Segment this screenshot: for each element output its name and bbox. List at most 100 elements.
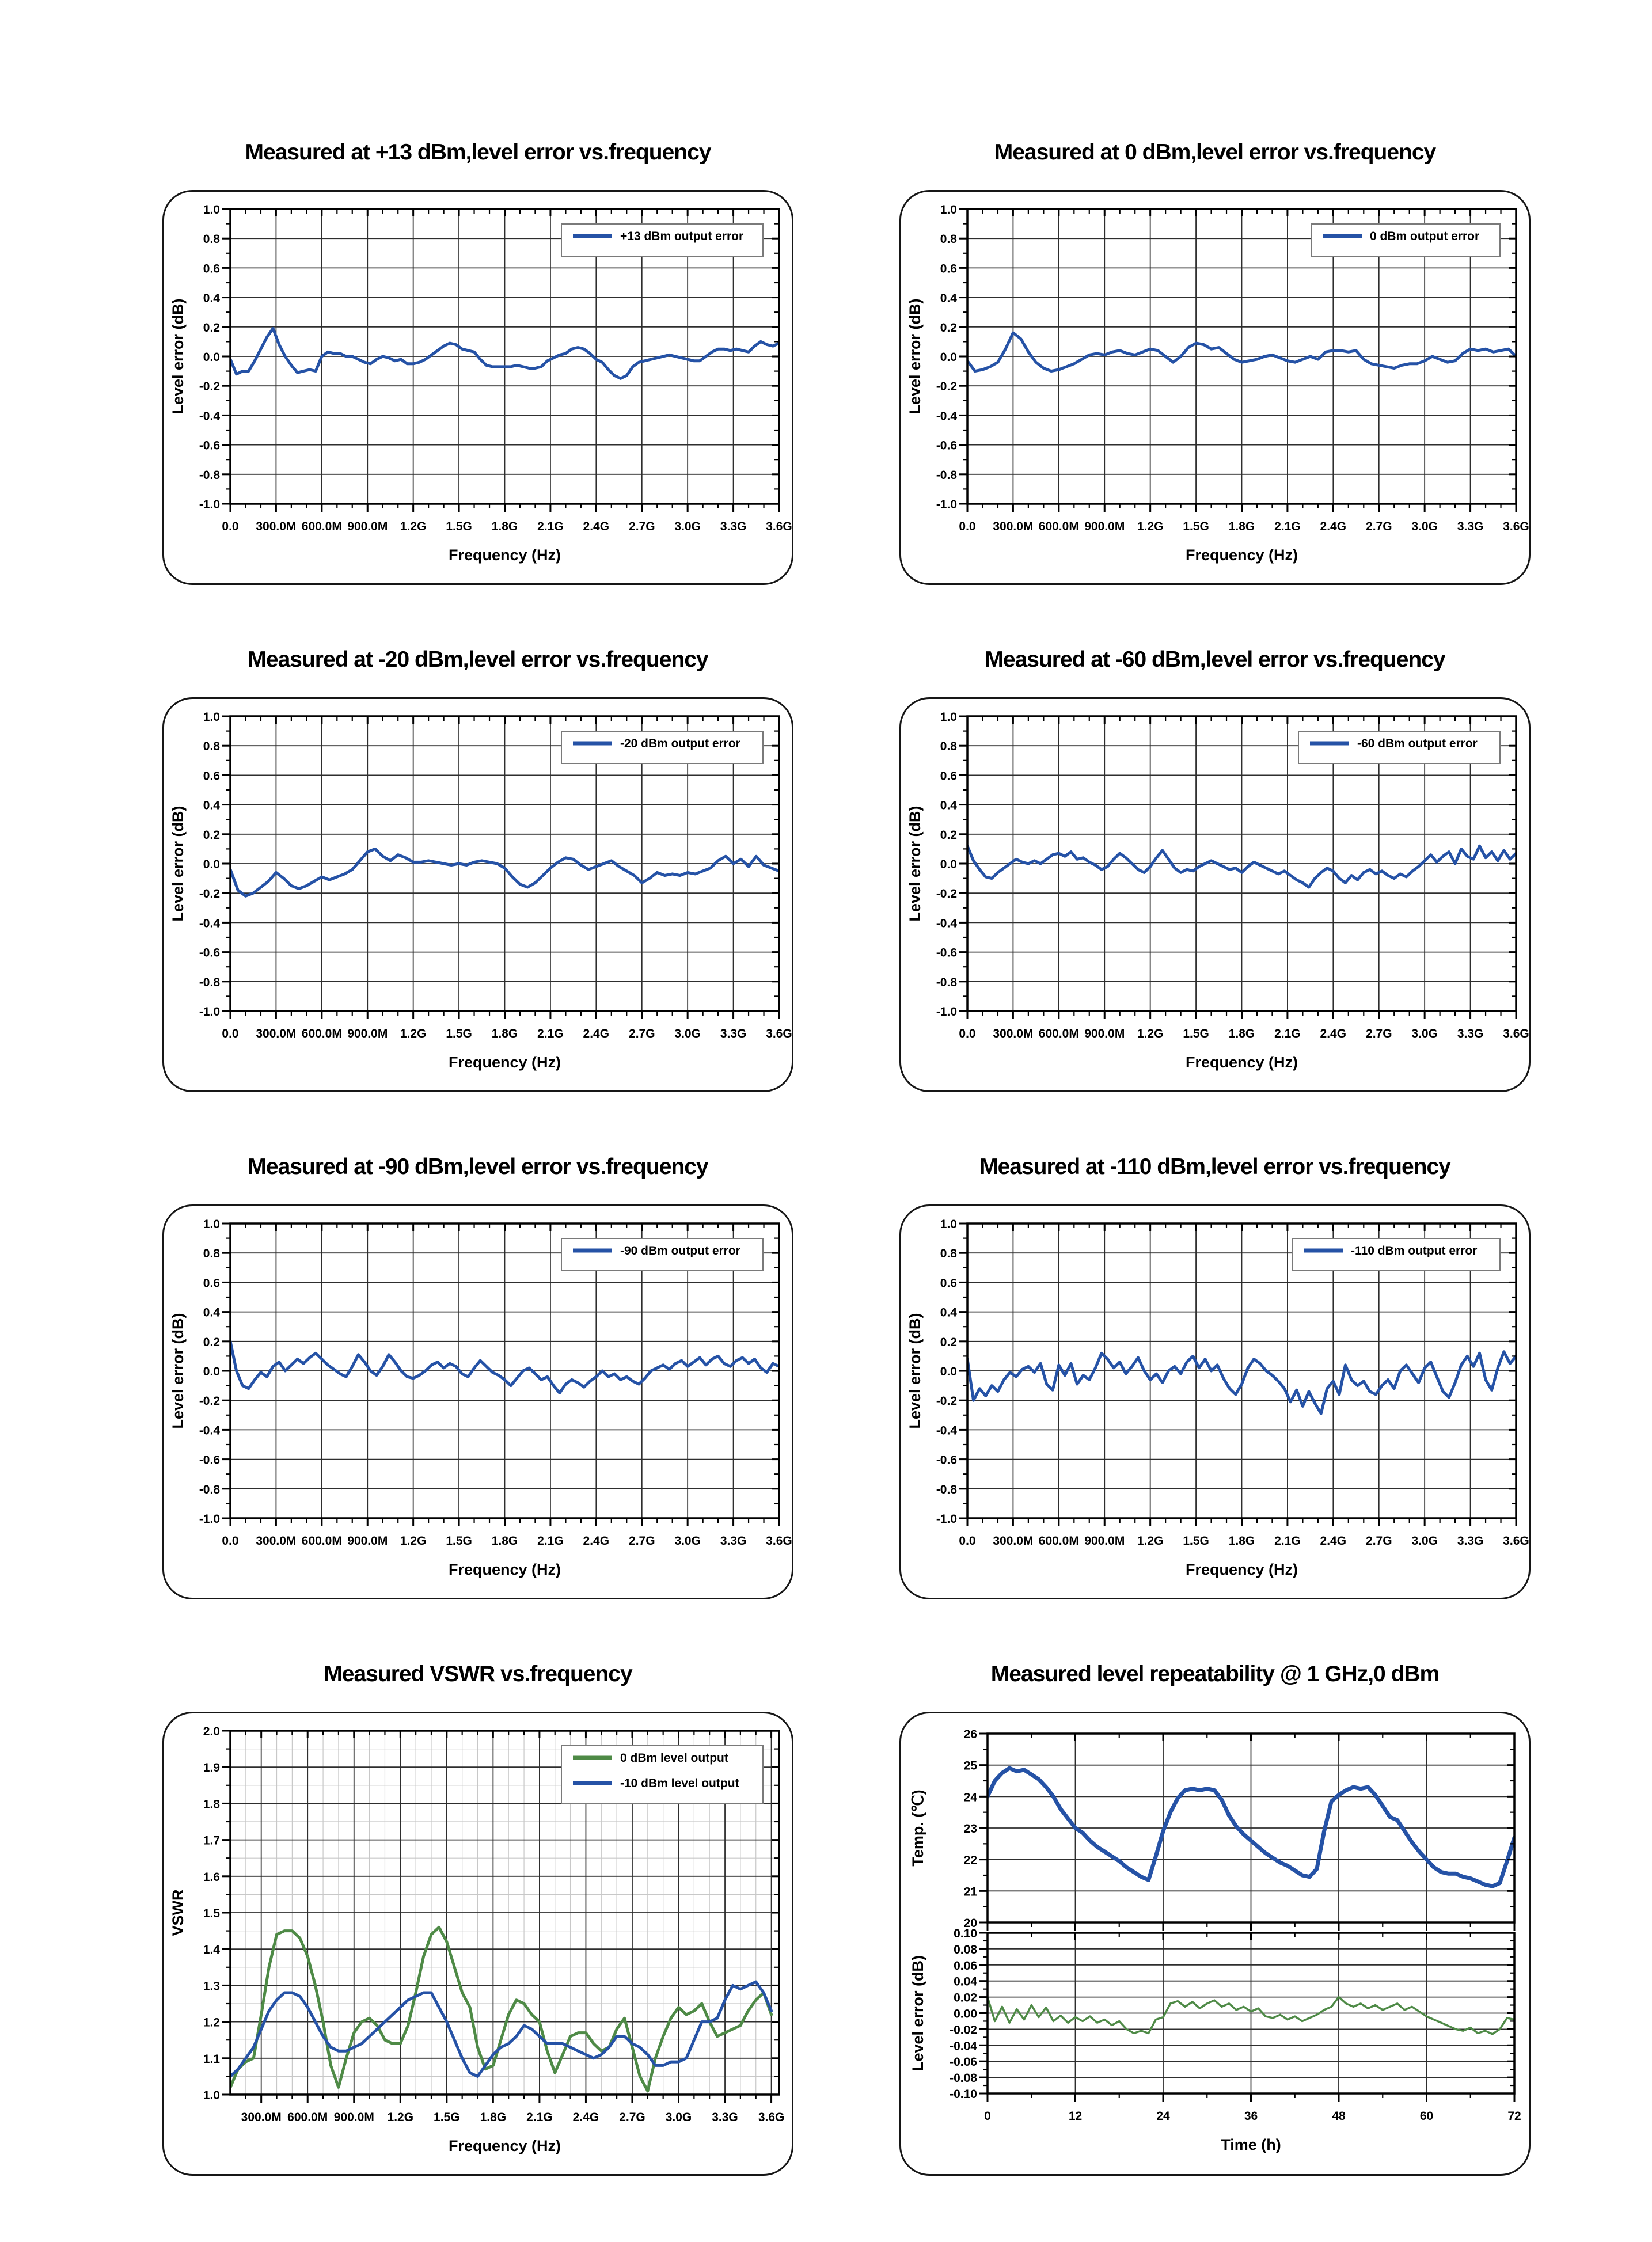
series-line-1	[230, 1980, 773, 2078]
y-tick-label: 0.6	[203, 1276, 220, 1290]
x-tick-label: 3.0G	[1411, 1027, 1438, 1040]
y-tick-label: -1.0	[936, 498, 957, 511]
panel-minus20: Measured at -20 dBm,level error vs.frequ…	[162, 643, 793, 1092]
subplot-temp: 26 25 24 23 22 21 20 Temp. (℃)	[909, 1728, 1516, 1931]
x-tick-label: 900.0M	[1084, 520, 1125, 533]
legend-label: -10 dBm level output	[620, 1777, 739, 1790]
x-tick-label: 3.0G	[1411, 520, 1438, 533]
y-axis-label: Level error (dB)	[169, 298, 187, 414]
y-tick-label: -1.0	[199, 1513, 220, 1526]
y-tick-label: 0.00	[954, 2008, 977, 2021]
plot: 0.0 300.0M 600.0M 900.0M 1.2G 1.5G 1.8G 2.1G 2.4…	[169, 1218, 792, 1578]
y-tick-label: 0.10	[954, 1927, 977, 1940]
gridlines	[967, 1223, 1516, 1518]
y-tick-label: 1.0	[940, 1218, 957, 1231]
y-tick-label: 0.4	[203, 292, 221, 305]
subplot-level-error: 0 12 24 36 48 60 72 0.10 0.08 0.06 0.04 0.02 0.00 -0.…	[909, 1927, 1521, 2153]
x-tick-label: 1.5G	[1183, 1027, 1209, 1040]
repeatability-chart: 26 25 24 23 22 21 20 Temp. (℃) 0 12 24 36 48 60 72 0.10…	[909, 1728, 1521, 2153]
x-tick-label: 600.0M	[302, 520, 342, 533]
y-tick-label: 0.2	[940, 1336, 957, 1349]
x-tick-label: 3.3G	[1457, 1027, 1484, 1040]
x-axis-label: Frequency (Hz)	[449, 546, 561, 564]
x-tick-label: 0.0	[959, 1534, 975, 1548]
level-error-0dbm-chart: 0.0 300.0M 600.0M 900.0M 1.2G 1.5G 1.8G 2.1G 2.4…	[906, 203, 1529, 564]
y-tick-label: -0.04	[950, 2039, 977, 2053]
x-tick-label: 3.3G	[1457, 520, 1484, 533]
level-error-minus60-chart: 0.0 300.0M 600.0M 900.0M 1.2G 1.5G 1.8G 2.1G 2.4…	[906, 710, 1529, 1071]
level-error-plus13-chart: 0.0 300.0M 600.0M 900.0M 1.2G 1.5G 1.8G 2.1G 2.4…	[169, 203, 792, 564]
panel-minus110: Measured at -110 dBm,level error vs.freq…	[899, 1150, 1531, 1599]
x-tick-label: 3.0G	[674, 520, 701, 533]
y-tick-label: -0.2	[199, 887, 220, 900]
y-axis-label: Level error (dB)	[906, 805, 924, 921]
y-tick-label: -0.8	[199, 976, 221, 989]
chart-title-minus60: Measured at -60 dBm,level error vs.frequ…	[985, 647, 1445, 672]
x-tick-label: 300.0M	[256, 520, 296, 533]
y-axis-label: Temp. (℃)	[909, 1789, 926, 1866]
x-tick-label: 1.8G	[492, 520, 518, 533]
y-tick-label: -0.8	[936, 976, 958, 989]
y-tick-label: 0.8	[940, 1247, 958, 1260]
y-tick-label: -0.08	[950, 2072, 977, 2085]
x-tick-label: 900.0M	[334, 2111, 374, 2124]
gridlines	[988, 1933, 1514, 2093]
y-tick-label: 0.8	[940, 740, 958, 753]
plot: 300.0M 600.0M 900.0M 1.2G 1.5G 1.8G 2.1G 2.4G 2.…	[169, 1725, 784, 2154]
y-tick-label: 0.4	[940, 1306, 958, 1320]
y-tick-label: 0.2	[940, 829, 957, 842]
level-error-minus110-chart: 0.0 300.0M 600.0M 900.0M 1.2G 1.5G 1.8G 2.1G 2.4…	[906, 1218, 1529, 1578]
tick-marks	[959, 715, 1517, 1019]
y-axis-label: Level error (dB)	[169, 805, 187, 921]
y-tick-label: -1.0	[936, 1005, 957, 1019]
level-error-minus20-chart: 0.0 300.0M 600.0M 900.0M 1.2G 1.5G 1.8G 2.1G 2.4…	[169, 710, 792, 1071]
legend-label: +13 dBm output error	[620, 230, 743, 243]
y-tick-label: 0.6	[940, 769, 957, 782]
x-tick-label: 2.7G	[1366, 1534, 1392, 1548]
y-tick-label: -0.2	[199, 380, 220, 393]
legend: -90 dBm output error	[561, 1238, 764, 1271]
x-tick-label: 600.0M	[1039, 1534, 1079, 1548]
y-tick-label: 0.8	[203, 233, 221, 246]
chart-frame-plus13: 0.0 300.0M 600.0M 900.0M 1.2G 1.5G 1.8G 2.1G 2.4…	[162, 190, 793, 585]
chart-title-vswr: Measured VSWR vs.frequency	[324, 1662, 632, 1686]
x-tick-label: 1.5G	[1183, 520, 1209, 533]
y-tick-label: -0.8	[199, 1483, 221, 1496]
y-tick-label: -0.06	[950, 2055, 977, 2069]
y-tick-label: 0.2	[203, 1336, 220, 1349]
y-tick-label: -0.8	[936, 1483, 958, 1496]
x-axis-label: Frequency (Hz)	[449, 1054, 561, 1071]
x-tick-label: 1.8G	[480, 2111, 507, 2124]
y-tick-label: 0.4	[203, 799, 221, 812]
series-line-0	[967, 844, 1516, 889]
y-tick-label: 0.08	[954, 1943, 977, 1956]
x-tick-label: 0.0	[222, 1027, 238, 1040]
y-tick-label: 1.1	[203, 2053, 221, 2066]
x-tick-label: 3.3G	[720, 520, 747, 533]
x-tick-label: 900.0M	[1084, 1027, 1125, 1040]
series-line-0	[967, 1350, 1516, 1415]
y-axis-label: Level error (dB)	[906, 298, 924, 414]
legend: -60 dBm output error	[1298, 731, 1501, 764]
y-axis-label: Level error (dB)	[169, 1313, 187, 1428]
x-tick-label: 1.2G	[1137, 1027, 1164, 1040]
y-tick-label: -0.8	[936, 469, 958, 482]
x-tick-label: 36	[1244, 2110, 1258, 2123]
y-tick-label: 0.06	[954, 1959, 977, 1973]
x-tick-label: 1.5G	[1183, 1534, 1209, 1548]
x-tick-label: 2.7G	[629, 520, 655, 533]
x-tick-label: 3.6G	[766, 1534, 792, 1548]
x-tick-label: 1.2G	[400, 520, 427, 533]
panel-0dbm: Measured at 0 dBm,level error vs.frequen…	[899, 135, 1531, 585]
y-tick-label: -0.02	[950, 2023, 977, 2036]
x-axis-label: Frequency (Hz)	[449, 2137, 561, 2154]
chart-title-minus20: Measured at -20 dBm,level error vs.frequ…	[248, 647, 708, 672]
x-tick-label: 2.4G	[1320, 1027, 1347, 1040]
y-axis-label: Level error (dB)	[906, 1313, 924, 1428]
plot: 0.0 300.0M 600.0M 900.0M 1.2G 1.5G 1.8G 2.1G 2.4…	[169, 710, 792, 1071]
x-tick-label: 900.0M	[1084, 1534, 1125, 1548]
y-tick-label: -0.6	[936, 439, 957, 453]
x-tick-label: 1.2G	[400, 1534, 427, 1548]
plot: 0.0 300.0M 600.0M 900.0M 1.2G 1.5G 1.8G 2.1G 2.4…	[906, 710, 1529, 1071]
tick-marks	[959, 1222, 1517, 1526]
